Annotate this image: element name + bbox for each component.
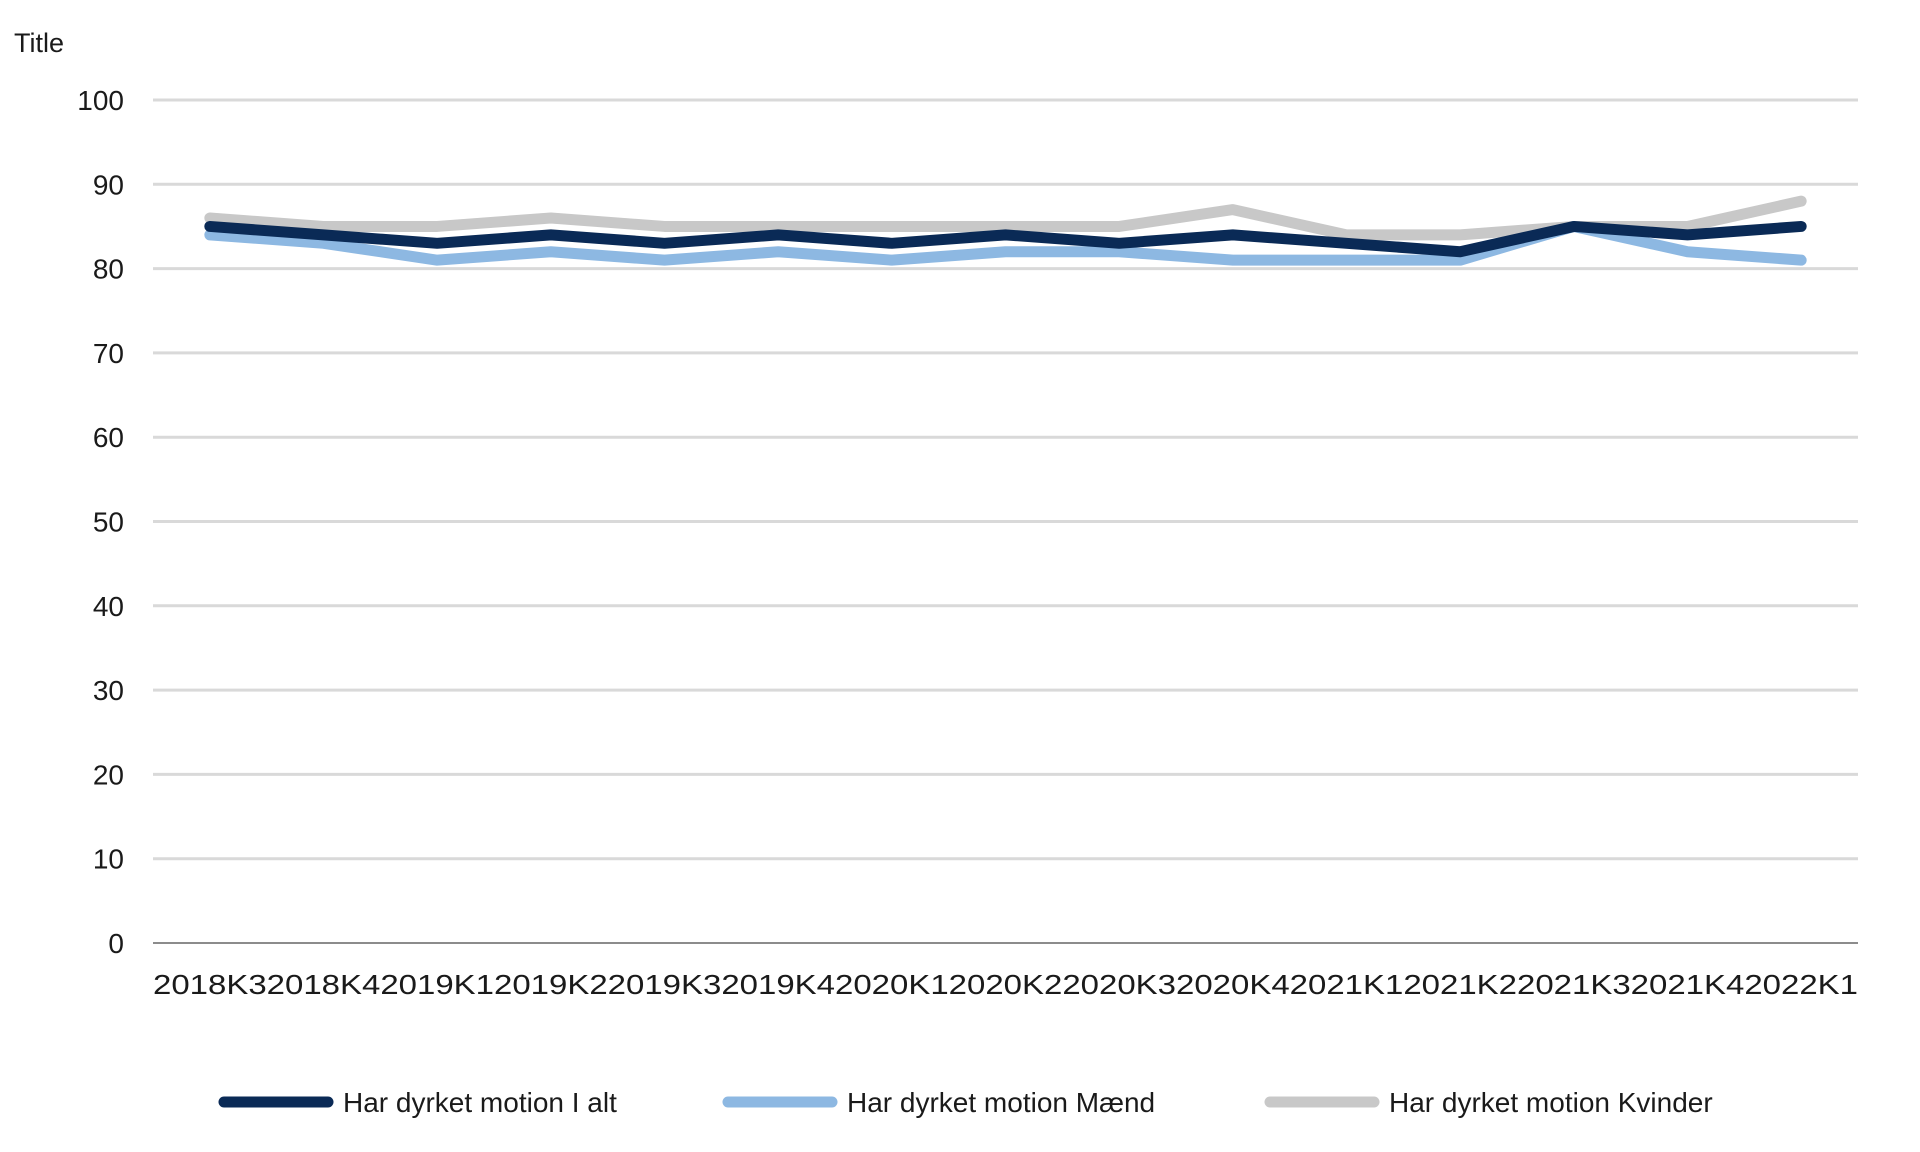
gridlines [153, 98, 1858, 944]
y-tick-label: 0 [108, 928, 124, 959]
series-line [204, 220, 1807, 258]
y-tick-label: 10 [93, 844, 124, 875]
x-tick-label: 2021K1 [1290, 969, 1404, 1000]
x-tick-label: 2021K2 [1403, 969, 1517, 1000]
x-tick-label: 2019K3 [608, 969, 722, 1000]
legend-label: Har dyrket motion Mænd [847, 1087, 1155, 1118]
y-tick-label: 60 [93, 422, 124, 453]
legend-label: Har dyrket motion I alt [343, 1087, 617, 1118]
series-lines [204, 195, 1807, 266]
y-axis-title: Title [14, 28, 64, 58]
y-tick-label: 40 [93, 591, 124, 622]
x-tick-label: 2021K4 [1631, 969, 1745, 1000]
x-tick-label: 2019K2 [494, 969, 608, 1000]
legend: Har dyrket motion I alt Har dyrket motion… [218, 1087, 1713, 1118]
x-tick-labels: 2018K3 2018K4 2019K1 2019K2 2019K3 2019K4 2020… [153, 969, 1858, 1000]
x-tick-label: 2022K1 [1744, 969, 1858, 1000]
x-tick-label: 2020K3 [1062, 969, 1176, 1000]
y-tick-label: 30 [93, 675, 124, 706]
y-tick-label: 80 [93, 254, 124, 285]
x-tick-label: 2020K2 [949, 969, 1063, 1000]
y-tick-label: 20 [93, 759, 124, 790]
x-tick-label: 2019K4 [721, 969, 835, 1000]
x-tick-label: 2020K1 [835, 969, 949, 1000]
y-tick-label: 50 [93, 507, 124, 538]
x-tick-label: 2018K3 [153, 969, 267, 1000]
legend-label: Har dyrket motion Kvinder [1389, 1087, 1713, 1118]
x-tick-label: 2018K4 [267, 969, 381, 1000]
y-tick-label: 90 [93, 169, 124, 200]
y-tick-label: 70 [93, 338, 124, 369]
y-tick-labels: 0 10 20 30 40 50 60 70 80 90 100 [77, 85, 124, 959]
x-tick-label: 2019K1 [380, 969, 494, 1000]
x-tick-label: 2020K4 [1176, 969, 1290, 1000]
y-tick-label: 100 [77, 85, 124, 116]
x-tick-label: 2021K3 [1517, 969, 1631, 1000]
